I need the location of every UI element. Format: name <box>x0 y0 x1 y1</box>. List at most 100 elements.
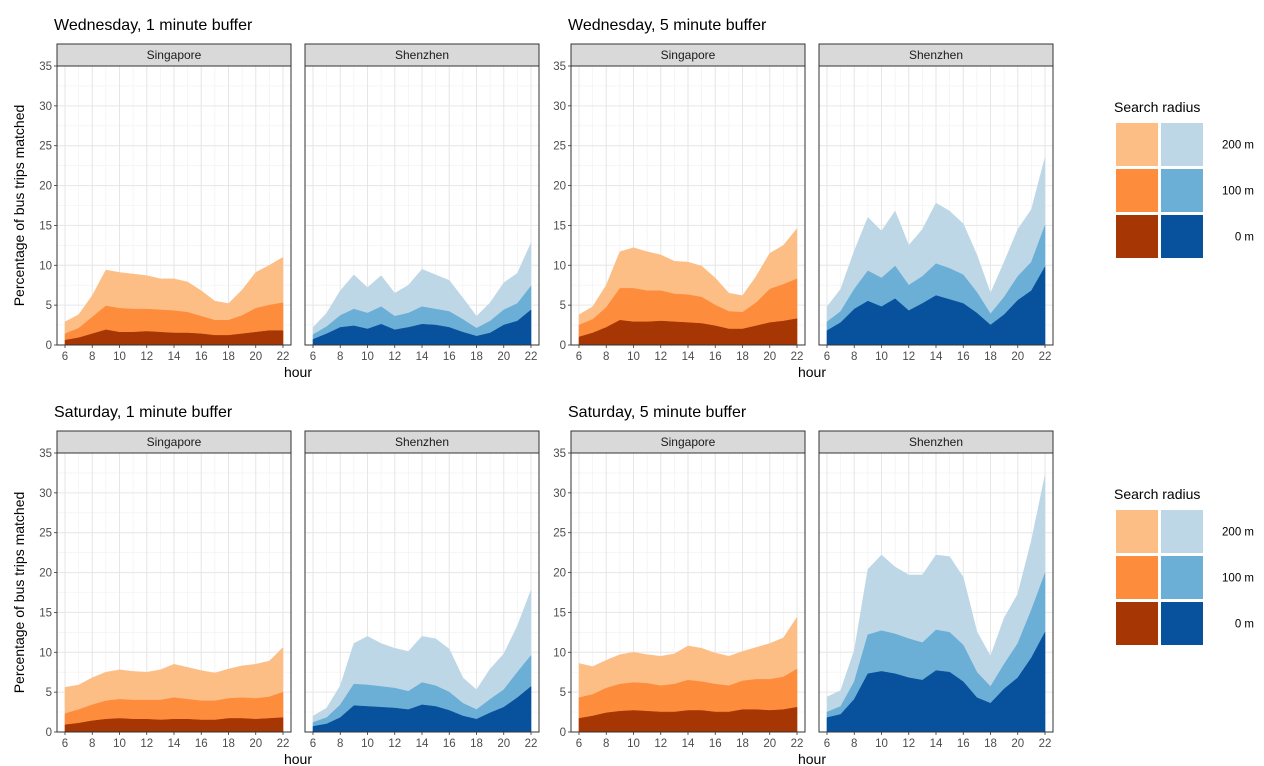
panel-title: Saturday, 5 minute buffer <box>568 404 747 421</box>
x-tick-label: 16 <box>957 351 970 363</box>
legend-label: 100 m <box>1222 186 1254 198</box>
x-tick-label: 22 <box>277 351 290 363</box>
x-tick-label: 8 <box>337 351 343 363</box>
y-tick-label: 35 <box>553 61 566 73</box>
legend-key-singapore <box>1116 602 1158 645</box>
x-tick-label: 8 <box>603 351 609 363</box>
y-tick-label: 10 <box>39 260 52 272</box>
x-tick-label: 14 <box>168 351 181 363</box>
y-tick-label: 25 <box>553 141 566 153</box>
x-tick-label: 10 <box>627 351 640 363</box>
x-tick-label: 6 <box>62 351 68 363</box>
legend-label: 200 m <box>1222 527 1254 539</box>
y-tick-label: 5 <box>560 300 566 312</box>
area-series-0m <box>64 717 284 733</box>
x-tick-label: 14 <box>416 351 429 363</box>
x-tick-label: 22 <box>277 738 290 750</box>
legend-label: 100 m <box>1222 573 1254 585</box>
x-tick-label: 16 <box>957 738 970 750</box>
facet-strip-label: Singapore <box>661 435 716 449</box>
x-tick-label: 18 <box>222 738 235 750</box>
y-tick-label: 0 <box>46 727 52 739</box>
legend-label: 0 m <box>1235 232 1254 244</box>
x-tick-label: 10 <box>113 738 126 750</box>
x-tick-label: 12 <box>388 351 401 363</box>
panel-title: Wednesday, 1 minute buffer <box>54 17 253 34</box>
x-tick-label: 16 <box>709 351 722 363</box>
facet-singapore: Singapore 6 8 10 12 14 16 18 20 22 <box>570 43 806 363</box>
area-series-0m <box>312 686 532 733</box>
y-axis-title: Percentage of bus trips matched <box>11 492 27 694</box>
x-tick-label: 20 <box>249 738 262 750</box>
x-tick-label: 10 <box>627 738 640 750</box>
facet-singapore: Singapore 6 8 10 12 14 16 18 20 22 <box>570 430 806 750</box>
x-tick-label: 22 <box>1039 351 1052 363</box>
facet-strip-label: Shenzhen <box>395 48 449 62</box>
x-tick-label: 18 <box>736 738 749 750</box>
y-tick-label: 35 <box>39 448 52 460</box>
y-tick-label: 30 <box>553 488 566 500</box>
facet-singapore: Singapore 6 8 10 12 14 16 18 20 22 <box>56 430 292 750</box>
y-tick-label: 0 <box>560 340 566 352</box>
x-tick-label: 16 <box>443 738 456 750</box>
y-tick-label: 0 <box>46 340 52 352</box>
x-tick-label: 6 <box>310 738 316 750</box>
facet-strip-label: Singapore <box>147 435 202 449</box>
x-tick-label: 8 <box>89 351 95 363</box>
x-tick-label: 20 <box>1011 351 1024 363</box>
x-tick-label: 12 <box>902 351 915 363</box>
legend-title: Search radius <box>1114 486 1200 502</box>
x-tick-label: 16 <box>709 738 722 750</box>
x-tick-label: 8 <box>89 738 95 750</box>
legend-key-shenzhen <box>1161 510 1203 553</box>
y-tick-label: 20 <box>553 568 566 580</box>
y-tick-label: 15 <box>39 607 52 619</box>
legend-key-singapore <box>1116 169 1158 212</box>
area-series-0m <box>64 329 284 346</box>
legend-key-singapore <box>1116 556 1158 599</box>
x-tick-label: 12 <box>902 738 915 750</box>
x-tick-label: 18 <box>984 738 997 750</box>
legend: Search radius 200 m 100 m 0 m <box>1114 99 1254 258</box>
facet-shenzhen: Shenzhen 6 8 10 12 14 16 18 20 22 <box>304 43 540 363</box>
x-tick-label: 6 <box>576 351 582 363</box>
y-tick-label: 20 <box>39 568 52 580</box>
y-tick-label: 5 <box>560 687 566 699</box>
x-tick-label: 20 <box>1011 738 1024 750</box>
x-tick-label: 10 <box>361 738 374 750</box>
legend-label: 0 m <box>1235 619 1254 631</box>
x-tick-label: 6 <box>824 738 830 750</box>
x-tick-label: 22 <box>1039 738 1052 750</box>
legend-key-shenzhen <box>1161 215 1203 258</box>
x-tick-label: 12 <box>388 738 401 750</box>
x-tick-label: 16 <box>195 351 208 363</box>
x-tick-label: 12 <box>140 738 153 750</box>
y-tick-label: 30 <box>39 488 52 500</box>
y-tick-label: 0 <box>560 727 566 739</box>
legend-key-shenzhen <box>1161 123 1203 166</box>
area-series-0m <box>578 706 798 733</box>
facet-strip-label: Singapore <box>147 48 202 62</box>
legend-key-shenzhen <box>1161 602 1203 645</box>
legend-title: Search radius <box>1114 99 1200 115</box>
facet-strip-label: Shenzhen <box>395 435 449 449</box>
facet-shenzhen: Shenzhen 6 8 10 12 14 16 18 20 22 <box>304 430 540 750</box>
legend-key-singapore <box>1116 215 1158 258</box>
x-tick-label: 14 <box>682 738 695 750</box>
x-tick-label: 6 <box>310 351 316 363</box>
y-tick-label: 5 <box>46 687 52 699</box>
legend-key-singapore <box>1116 510 1158 553</box>
x-tick-label: 18 <box>984 351 997 363</box>
y-tick-label: 10 <box>553 647 566 659</box>
x-tick-label: 14 <box>168 738 181 750</box>
x-tick-label: 22 <box>525 351 538 363</box>
area-series-0m <box>826 632 1046 733</box>
y-tick-label: 20 <box>553 181 566 193</box>
x-tick-label: 18 <box>470 351 483 363</box>
y-tick-label: 30 <box>553 101 566 113</box>
x-tick-label: 6 <box>576 738 582 750</box>
panel-title: Wednesday, 5 minute buffer <box>568 17 767 34</box>
x-tick-label: 20 <box>763 738 776 750</box>
facet-shenzhen: Shenzhen 6 8 10 12 14 16 18 20 22 <box>818 430 1054 750</box>
